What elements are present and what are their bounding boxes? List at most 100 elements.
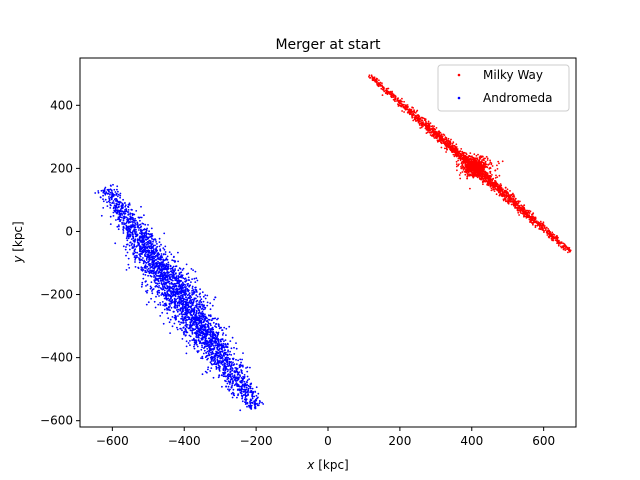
- data-point: [443, 147, 446, 150]
- data-point: [512, 200, 515, 203]
- data-point: [231, 373, 234, 375]
- data-point: [229, 388, 231, 391]
- data-point: [176, 297, 179, 300]
- data-point: [405, 104, 408, 107]
- data-point: [125, 254, 127, 257]
- data-point: [124, 205, 127, 208]
- data-point: [201, 357, 204, 360]
- data-point: [455, 146, 458, 148]
- data-point: [496, 176, 499, 179]
- data-point: [551, 238, 554, 241]
- data-point: [125, 269, 128, 271]
- data-point: [230, 361, 233, 363]
- data-point: [184, 328, 187, 331]
- data-point: [513, 202, 516, 205]
- data-point: [180, 300, 183, 302]
- data-point: [183, 333, 185, 336]
- data-point: [542, 229, 544, 232]
- data-point: [498, 162, 500, 165]
- data-point: [111, 191, 113, 194]
- data-point: [193, 337, 195, 340]
- data-point: [482, 183, 484, 186]
- data-point: [464, 173, 467, 176]
- data-point: [532, 219, 535, 222]
- data-point: [486, 157, 489, 160]
- data-point: [158, 245, 161, 248]
- data-point: [97, 190, 100, 192]
- data-point: [160, 243, 162, 246]
- data-point: [241, 364, 244, 367]
- data-point: [133, 221, 136, 223]
- data-point: [162, 293, 165, 296]
- data-point: [166, 258, 169, 261]
- data-point: [496, 168, 499, 170]
- data-point: [109, 201, 111, 204]
- data-point: [445, 147, 448, 150]
- data-point: [181, 305, 184, 308]
- data-point: [241, 397, 244, 400]
- data-point: [443, 134, 446, 137]
- data-point: [205, 335, 208, 338]
- data-point: [210, 324, 212, 327]
- data-point: [445, 143, 448, 146]
- data-point: [483, 179, 485, 182]
- data-point: [375, 77, 378, 80]
- data-point: [191, 331, 194, 334]
- data-point: [158, 241, 161, 244]
- data-point: [424, 118, 427, 121]
- data-point: [469, 152, 472, 155]
- data-point: [233, 394, 236, 397]
- data-point: [494, 179, 496, 182]
- data-point: [183, 305, 186, 308]
- data-point: [201, 355, 204, 358]
- data-point: [168, 303, 171, 306]
- data-point: [151, 263, 154, 265]
- data-point: [533, 218, 536, 220]
- data-point: [231, 384, 234, 387]
- data-point: [517, 200, 520, 203]
- data-point: [160, 275, 162, 278]
- data-point: [224, 356, 227, 359]
- data-point: [480, 173, 483, 175]
- data-point: [219, 357, 222, 360]
- series-milky-way: [368, 74, 572, 254]
- data-point: [146, 247, 149, 250]
- data-point: [189, 340, 191, 342]
- data-point: [163, 284, 166, 286]
- data-point: [156, 243, 158, 245]
- data-point: [460, 167, 463, 170]
- data-point: [505, 200, 507, 203]
- data-point: [239, 358, 242, 361]
- data-point: [128, 204, 131, 206]
- data-point: [144, 274, 147, 276]
- data-point: [139, 219, 141, 222]
- data-point: [408, 113, 411, 116]
- data-point: [230, 392, 233, 395]
- data-point: [440, 134, 443, 136]
- data-point: [142, 277, 145, 280]
- data-point: [532, 221, 535, 224]
- data-point: [415, 120, 418, 122]
- data-point: [506, 192, 508, 195]
- data-point: [109, 193, 111, 196]
- data-point: [141, 267, 144, 269]
- data-point: [379, 83, 382, 86]
- data-point: [411, 106, 413, 109]
- data-point: [180, 280, 183, 282]
- data-point: [118, 225, 120, 228]
- data-point: [460, 148, 463, 150]
- data-point: [429, 129, 431, 132]
- data-point: [176, 328, 179, 331]
- data-point: [195, 311, 198, 313]
- data-point: [471, 160, 474, 163]
- data-point: [150, 251, 153, 254]
- data-point: [219, 353, 222, 356]
- data-point: [206, 294, 209, 297]
- data-point: [193, 277, 196, 280]
- data-point: [126, 231, 129, 234]
- data-point: [139, 223, 142, 226]
- data-point: [204, 315, 207, 318]
- data-point: [127, 221, 130, 224]
- data-point: [153, 248, 155, 251]
- data-point: [553, 234, 556, 236]
